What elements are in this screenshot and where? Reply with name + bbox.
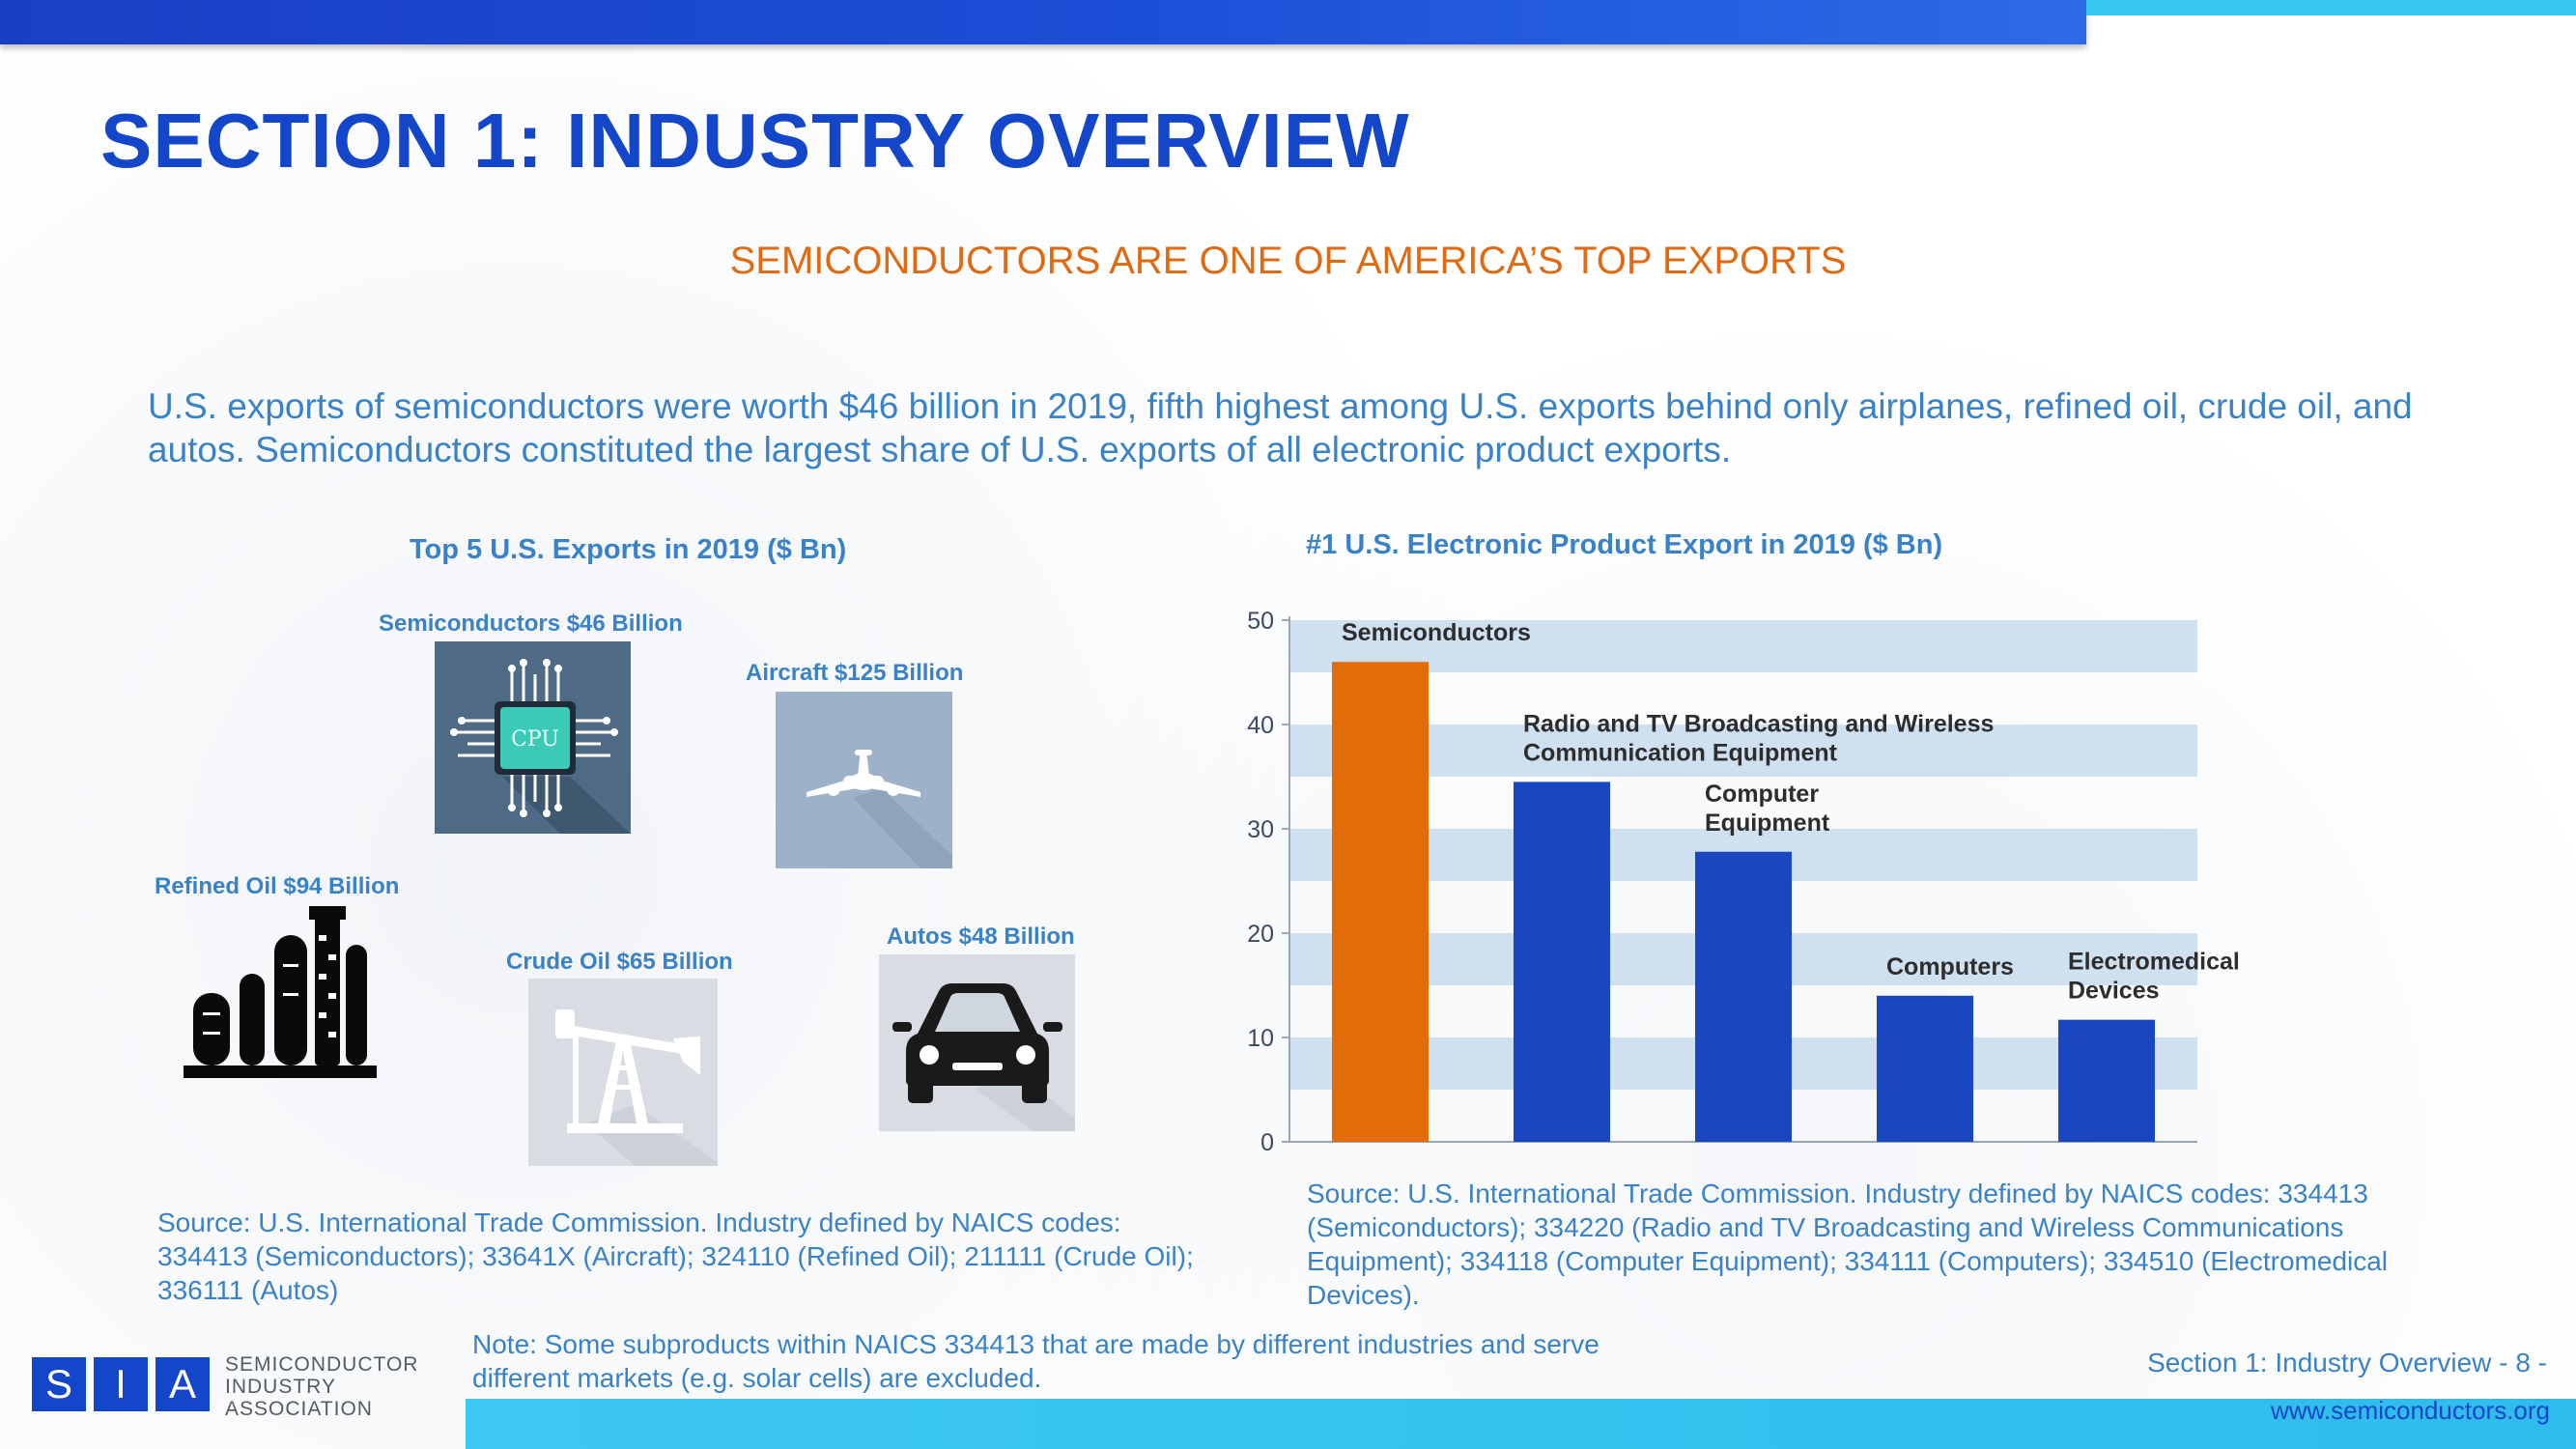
oil-pump-icon xyxy=(528,979,718,1166)
slide-title: SECTION 1: INDUSTRY OVERVIEW xyxy=(100,98,1410,184)
export-label-autos: Autos $48 Billion xyxy=(887,923,1075,950)
export-label-aircraft: Aircraft $125 Billion xyxy=(746,660,964,686)
org-name: SEMICONDUCTOR INDUSTRY ASSOCIATION xyxy=(225,1353,418,1420)
y-tick-label: 50 xyxy=(1247,608,1274,635)
export-label-crude-oil: Crude Oil $65 Billion xyxy=(506,949,733,975)
airplane-icon xyxy=(776,692,952,868)
logo-letter-a: A xyxy=(156,1357,210,1411)
refinery-icon xyxy=(184,906,377,1078)
footnote: Note: Some subproducts within NAICS 3344… xyxy=(472,1329,1599,1393)
bar-chart: 0 10 20 30 40 50 Semiconductors Radio and TV Br… xyxy=(1247,608,2240,1156)
bar-category-label: Computers xyxy=(1886,953,2014,980)
bar-0 xyxy=(1332,662,1429,1142)
left-source-note: Source: U.S. International Trade Commiss… xyxy=(157,1208,1194,1305)
bar-category-label: Semiconductors xyxy=(1342,619,1531,646)
cpu-chip-icon: CPU xyxy=(435,641,631,834)
footer-section-page: Section 1: Industry Overview - 8 - xyxy=(2147,1348,2547,1378)
logo-letter-s: S xyxy=(32,1357,86,1411)
org-name-line: INDUSTRY xyxy=(225,1376,336,1398)
bar-3 xyxy=(1877,995,1973,1142)
cpu-text: CPU xyxy=(511,727,559,752)
y-tick-label: 40 xyxy=(1247,712,1274,739)
y-tick-label: 10 xyxy=(1247,1025,1274,1052)
export-label-semiconductors: Semiconductors $46 Billion xyxy=(379,611,683,637)
bar-category-label: Equipment xyxy=(1705,810,1830,837)
org-name-line: ASSOCIATION xyxy=(225,1398,373,1420)
bar-4 xyxy=(2058,1019,2155,1142)
bar-1 xyxy=(1514,781,1610,1142)
y-tick-label: 30 xyxy=(1247,816,1274,843)
footer-url[interactable]: www.semiconductors.org xyxy=(2271,1396,2550,1425)
bar-category-label: Radio and TV Broadcasting and Wireless xyxy=(1523,710,1994,737)
slide-subtitle: SEMICONDUCTORS ARE ONE OF AMERICA’S TOP … xyxy=(729,240,1847,282)
bar-category-label: Electromedical xyxy=(2068,949,2240,976)
bar-category-label: Computer xyxy=(1705,781,1819,808)
top-banner xyxy=(0,0,2086,44)
intro-paragraph: U.S. exports of semiconductors were wort… xyxy=(148,386,2413,469)
y-tick-label: 20 xyxy=(1247,921,1274,948)
grid-band xyxy=(1289,620,2197,672)
grid-band xyxy=(1289,724,2197,777)
chart-title: #1 U.S. Electronic Product Export in 201… xyxy=(1306,529,1943,560)
org-name-line: SEMICONDUCTOR xyxy=(225,1353,419,1376)
bottom-accent-bar xyxy=(466,1399,2576,1449)
car-icon xyxy=(879,954,1075,1131)
bar-2 xyxy=(1695,851,1792,1142)
bar-category-label: Devices xyxy=(2068,978,2160,1005)
y-tick-label: 0 xyxy=(1260,1129,1274,1156)
chart-source-note: Source: U.S. International Trade Commiss… xyxy=(1307,1179,2389,1310)
logo-letter-i: I xyxy=(94,1357,148,1411)
top-accent-bar xyxy=(2086,0,2576,15)
export-label-refined-oil: Refined Oil $94 Billion xyxy=(155,873,400,899)
top-exports-title: Top 5 U.S. Exports in 2019 ($ Bn) xyxy=(410,534,847,565)
bar-category-label: Communication Equipment xyxy=(1523,739,1838,766)
